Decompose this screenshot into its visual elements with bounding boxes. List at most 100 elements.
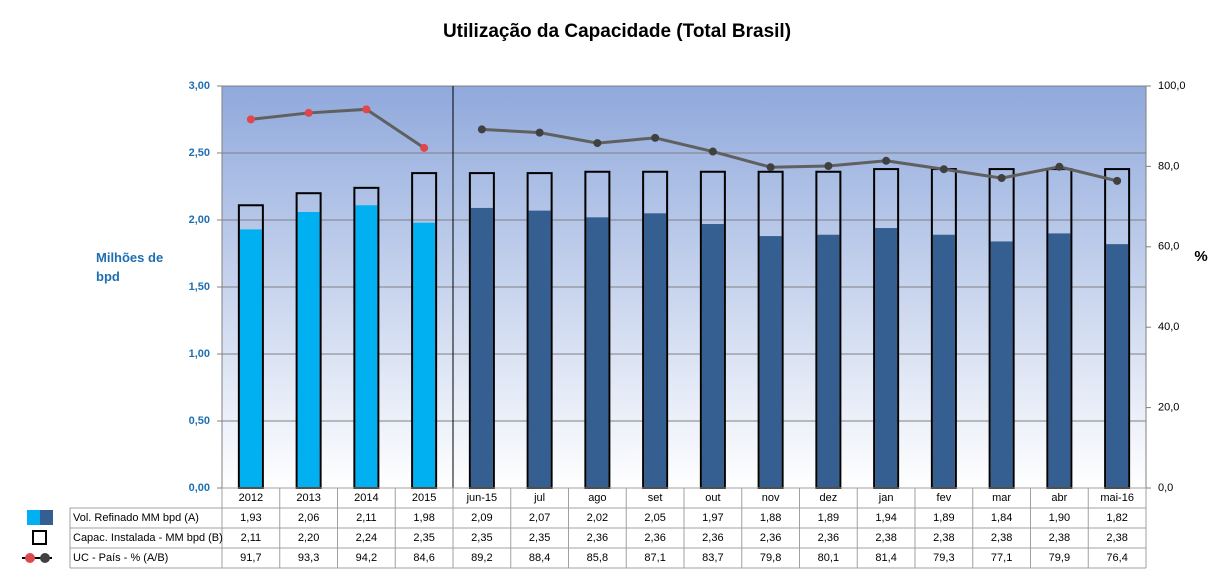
- chart-title: Utilização da Capacidade (Total Brasil): [443, 21, 791, 42]
- table-cell: 87,1: [644, 552, 665, 564]
- table-cell: 79,9: [1049, 552, 1070, 564]
- table-cell: 81,4: [875, 552, 896, 564]
- y-tick-label: 0,50: [189, 415, 210, 427]
- bar: [586, 217, 609, 488]
- x-tick-label: 2014: [354, 492, 378, 504]
- marker: [766, 163, 775, 172]
- legend-icon: [27, 510, 40, 525]
- table-cell: 2,36: [587, 532, 608, 544]
- bar: [817, 234, 840, 488]
- x-tick-label: nov: [762, 492, 780, 504]
- bar: [470, 207, 493, 488]
- marker: [304, 108, 313, 117]
- bar: [297, 211, 320, 488]
- table-cell: 2,35: [471, 532, 492, 544]
- table-cell: 2,38: [991, 532, 1012, 544]
- y2-tick-label: 60,0: [1158, 241, 1179, 253]
- table-cell: 2,11: [241, 532, 262, 544]
- marker: [246, 115, 255, 124]
- bar: [1106, 244, 1129, 488]
- marker: [1113, 176, 1122, 185]
- table-cell: 85,8: [587, 552, 608, 564]
- legend-icon: [32, 530, 47, 545]
- x-tick-label: abr: [1051, 492, 1067, 504]
- marker: [1055, 162, 1064, 171]
- x-tick-label: jan: [878, 492, 894, 504]
- table-cell: 2,38: [1106, 532, 1127, 544]
- table-cell: 1,98: [413, 512, 434, 524]
- table-cell: 2,06: [298, 512, 319, 524]
- bar: [875, 228, 898, 489]
- marker: [824, 161, 833, 170]
- marker: [420, 143, 429, 152]
- table-cell: 2,36: [644, 532, 665, 544]
- table-cell: 91,7: [240, 552, 261, 564]
- bar: [355, 205, 378, 488]
- legend-icon: [25, 553, 35, 563]
- bar: [413, 222, 436, 488]
- table-cell: 2,38: [933, 532, 954, 544]
- legend-label: Vol. Refinado MM bpd (A): [73, 512, 199, 524]
- table-cell: 1,94: [875, 512, 896, 524]
- x-tick-label: out: [705, 492, 720, 504]
- table-cell: 83,7: [702, 552, 723, 564]
- table-cell: 2,35: [413, 532, 434, 544]
- table-cell: 2,02: [587, 512, 608, 524]
- marker: [997, 174, 1006, 183]
- x-tick-label: ago: [588, 492, 606, 504]
- table-cell: 2,35: [529, 532, 550, 544]
- marker: [708, 147, 717, 156]
- y2-tick-label: 100,0: [1158, 80, 1186, 92]
- table-cell: 1,84: [991, 512, 1012, 524]
- x-tick-label: jun-15: [466, 492, 498, 504]
- bar: [239, 229, 262, 488]
- x-tick-label: 2012: [239, 492, 263, 504]
- x-tick-label: mai-16: [1100, 492, 1134, 504]
- table-cell: 1,82: [1106, 512, 1127, 524]
- y-tick-label: 1,50: [189, 281, 210, 293]
- bar: [759, 236, 782, 488]
- line: [250, 107, 425, 150]
- x-tick-label: 2015: [412, 492, 436, 504]
- table-cell: 94,2: [356, 552, 377, 564]
- bar: [528, 210, 551, 488]
- y-tick-label: 2,50: [189, 147, 210, 159]
- table-cell: 2,38: [1049, 532, 1070, 544]
- table-cell: 84,6: [413, 552, 434, 564]
- table-cell: 1,88: [760, 512, 781, 524]
- table-cell: 1,97: [702, 512, 723, 524]
- table-cell: 1,90: [1049, 512, 1070, 524]
- x-tick-label: 2013: [296, 492, 320, 504]
- x-tick-label: mar: [992, 492, 1011, 504]
- y2-tick-label: 40,0: [1158, 321, 1179, 333]
- table-cell: 2,09: [471, 512, 492, 524]
- table-cell: 2,36: [702, 532, 723, 544]
- x-tick-label: fev: [937, 492, 952, 504]
- table-cell: 76,4: [1106, 552, 1127, 564]
- bar: [990, 241, 1013, 488]
- legend-icon: [40, 553, 50, 563]
- y2-axis-label: %: [1194, 248, 1207, 265]
- line: [481, 127, 1118, 183]
- bar: [932, 234, 955, 488]
- table-cell: 2,07: [529, 512, 550, 524]
- y2-tick-label: 0,0: [1158, 482, 1173, 494]
- x-tick-label: set: [648, 492, 663, 504]
- y-tick-label: 1,00: [189, 348, 210, 360]
- table-cell: 79,3: [933, 552, 954, 564]
- table-cell: 79,8: [760, 552, 781, 564]
- y-tick-label: 0,00: [189, 482, 210, 494]
- table-cell: 2,36: [760, 532, 781, 544]
- y-axis-label: Milhões de bpd: [96, 250, 164, 284]
- legend-label: UC - País - % (A/B): [73, 552, 168, 564]
- table-cell: 1,89: [818, 512, 839, 524]
- marker: [593, 139, 602, 148]
- marker: [535, 128, 544, 137]
- marker: [477, 125, 486, 134]
- marker: [882, 156, 891, 165]
- y2-tick-label: 20,0: [1158, 402, 1179, 414]
- table-cell: 2,20: [298, 532, 319, 544]
- legend-label: Capac. Instalada - MM bpd (B): [73, 532, 223, 544]
- table-cell: 77,1: [991, 552, 1012, 564]
